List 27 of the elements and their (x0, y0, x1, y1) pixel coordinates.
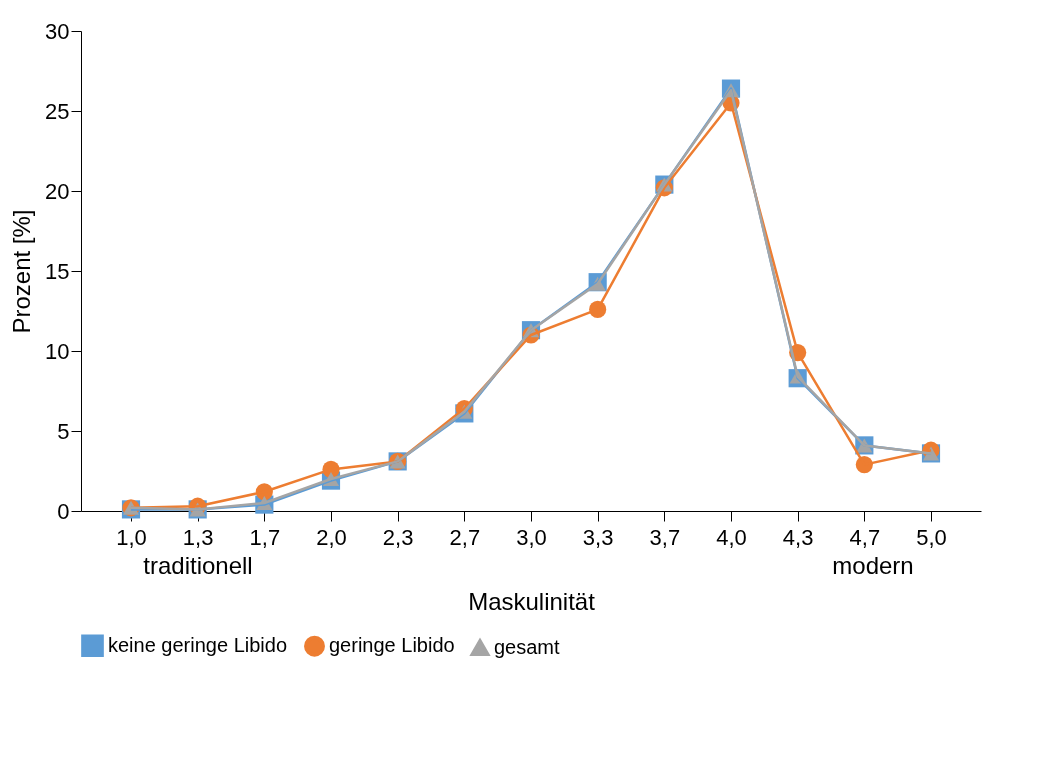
text: modern (832, 552, 914, 579)
y-tick-label: 5 (57, 418, 70, 444)
y-tick-label: 30 (45, 18, 70, 44)
legend-label: gesamt (494, 635, 561, 658)
y-axis-title: Prozent [%] (8, 209, 36, 334)
y-tick-label: 20 (45, 178, 70, 204)
y-tick-label: 0 (57, 498, 70, 524)
legend-label: geringe Libido (329, 634, 455, 657)
x-axis-title: Maskulinität (468, 587, 596, 615)
x-tick-label: 1,0 (116, 524, 147, 550)
x-tick-label: 4,7 (849, 524, 881, 550)
y-tick-label: 25 (45, 98, 70, 124)
x-tick-label: 5,0 (916, 524, 947, 550)
x-tick-label: 3,3 (582, 524, 614, 550)
x-tick-label: 1,3 (182, 524, 214, 550)
x-tick-label: 4,3 (782, 524, 814, 550)
x-tick-label: 2,0 (316, 524, 347, 550)
x-tick-label: 2,7 (449, 524, 481, 550)
text: traditionell (143, 552, 253, 579)
x-tick-label: 1,7 (249, 524, 281, 550)
x-tick-label: 3,7 (649, 524, 681, 550)
y-tick-label: 10 (45, 338, 70, 364)
x-tick-label: 2,3 (382, 524, 414, 550)
y-tick-label: 15 (45, 258, 70, 284)
x-tick-label: 3,0 (516, 524, 547, 550)
x-tick-label: 4,0 (716, 524, 747, 550)
legend-label: keine geringe Libido (108, 633, 288, 656)
